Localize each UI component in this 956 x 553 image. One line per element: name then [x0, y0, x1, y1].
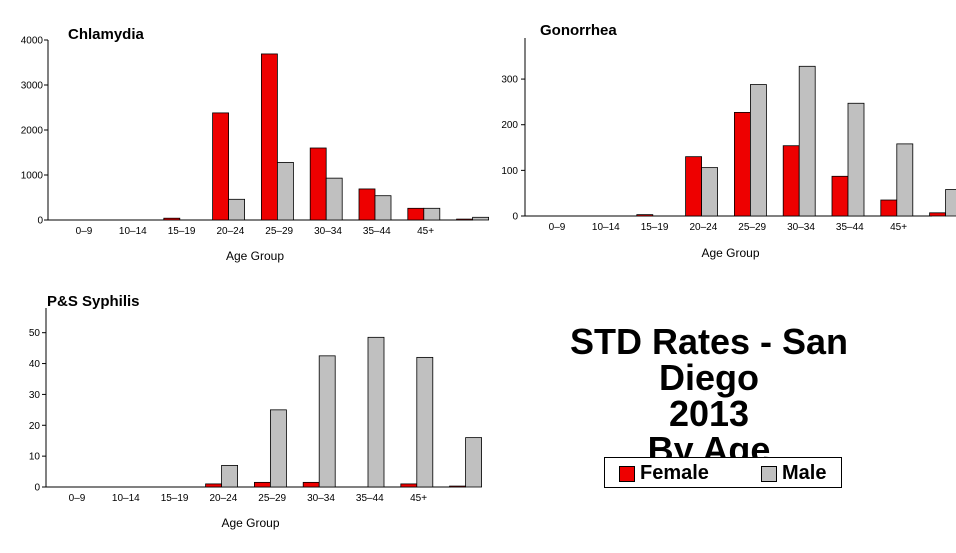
x-tick-label: 45+	[417, 226, 434, 237]
bar-male	[945, 189, 956, 217]
y-tick-label: 200	[501, 120, 518, 131]
y-tick-label: 2000	[21, 126, 44, 137]
bar-female	[880, 199, 898, 217]
x-tick-label: 45+	[890, 222, 907, 233]
bar-male	[228, 198, 246, 221]
x-tick-label: 10–14	[119, 226, 147, 237]
y-tick-label: 300	[501, 75, 518, 86]
x-tick-label: 25–29	[265, 226, 293, 237]
bar-female	[205, 483, 223, 488]
bar-female	[400, 483, 418, 488]
main-title-line2: 2013	[668, 393, 750, 434]
chart-syphilis: P&S Syphilis 0 10 20 30 40 50 0–9 10–14 15–19 20–2…	[29, 293, 483, 530]
x-tick-label: 35–44	[363, 226, 391, 237]
x-tick-label: 15–19	[161, 493, 189, 504]
main-title-line1: STD Rates - San Diego	[569, 321, 849, 398]
x-axis-label: Age Group	[701, 246, 759, 260]
bar-male	[465, 437, 483, 488]
bar-male	[750, 84, 767, 217]
bar-female	[302, 481, 320, 488]
x-tick-label: 30–34	[307, 493, 335, 504]
chart-chlamydia: Chlamydia 0 1000 2000 3000 4000 0–9 10–14 15–19 2…	[21, 26, 490, 263]
bar-male	[416, 356, 434, 488]
x-tick-label: 10–14	[592, 222, 620, 233]
x-tick-label: 0–9	[76, 226, 93, 237]
x-tick-label: 20–24	[216, 226, 244, 237]
bar-male	[896, 143, 914, 217]
x-tick-label: 10–14	[112, 493, 140, 504]
chart-title: Gonorrhea	[540, 22, 617, 39]
bar-female	[456, 218, 474, 221]
bar-male	[269, 409, 287, 488]
x-tick-label: 35–44	[356, 493, 384, 504]
bar-female	[212, 112, 230, 221]
bar-male	[847, 102, 865, 217]
x-tick-label: 0–9	[549, 222, 566, 233]
bar-female	[260, 53, 278, 221]
bar-female	[782, 145, 800, 217]
bar-female	[636, 214, 654, 217]
y-tick-label: 1000	[21, 171, 44, 182]
y-tick-label: 0	[34, 483, 40, 494]
bar-male	[325, 177, 343, 221]
bar-male	[472, 216, 490, 221]
chart-title: Chlamydia	[68, 26, 145, 43]
bar-male	[701, 167, 718, 217]
x-tick-label: 25–29	[258, 493, 286, 504]
bar-male	[221, 464, 239, 488]
y-tick-label: 40	[29, 359, 41, 370]
x-tick-label: 20–24	[689, 222, 717, 233]
y-tick-label: 50	[29, 328, 41, 339]
bar-female	[358, 188, 376, 221]
x-tick-label: 35–44	[836, 222, 864, 233]
legend-male-label: Male	[782, 462, 827, 484]
x-axis-label: Age Group	[226, 249, 284, 263]
x-tick-label: 0–9	[69, 493, 86, 504]
x-tick-label: 25–29	[738, 222, 766, 233]
x-tick-label: 20–24	[209, 493, 237, 504]
main-title: STD Rates - San Diego 2013 By Age	[519, 324, 899, 468]
x-tick-label: 30–34	[314, 226, 342, 237]
y-tick-label: 10	[29, 452, 41, 463]
bar-female	[163, 217, 181, 221]
y-tick-label: 4000	[21, 36, 44, 47]
x-tick-label: 45+	[410, 493, 427, 504]
legend-female-label: Female	[640, 462, 709, 484]
x-tick-label: 30–34	[787, 222, 815, 233]
y-tick-label: 0	[37, 216, 43, 227]
bar-female	[309, 147, 327, 221]
y-tick-label: 20	[29, 421, 41, 432]
bar-male	[276, 161, 294, 221]
bar-female	[831, 175, 849, 217]
bar-male	[423, 207, 441, 221]
bar-female	[929, 212, 946, 217]
bar-female	[407, 207, 425, 221]
y-tick-label: 30	[29, 390, 41, 401]
legend-male: Male	[761, 462, 826, 485]
bar-female	[685, 156, 702, 217]
bar-male	[318, 355, 336, 488]
bar-female	[253, 481, 271, 488]
y-tick-label: 100	[501, 166, 518, 177]
chart-title: P&S Syphilis	[47, 293, 140, 310]
y-tick-label: 0	[512, 212, 518, 223]
bar-male	[374, 195, 392, 221]
legend-female-swatch	[619, 465, 635, 482]
y-tick-label: 3000	[21, 81, 44, 92]
chart-gonorrhea: Gonorrhea 0 100 200 300 0–9 10–14 15–19 20–24 25–…	[501, 22, 956, 260]
bar-female	[449, 485, 467, 488]
bar-female	[734, 111, 751, 217]
legend-male-swatch	[761, 465, 777, 482]
x-tick-label: 15–19	[168, 226, 196, 237]
bar-male	[798, 65, 816, 217]
x-axis-label: Age Group	[221, 516, 279, 530]
legend-female: Female	[619, 462, 709, 485]
bar-male	[367, 336, 385, 488]
legend: Female Male	[604, 457, 842, 488]
x-tick-label: 15–19	[641, 222, 669, 233]
